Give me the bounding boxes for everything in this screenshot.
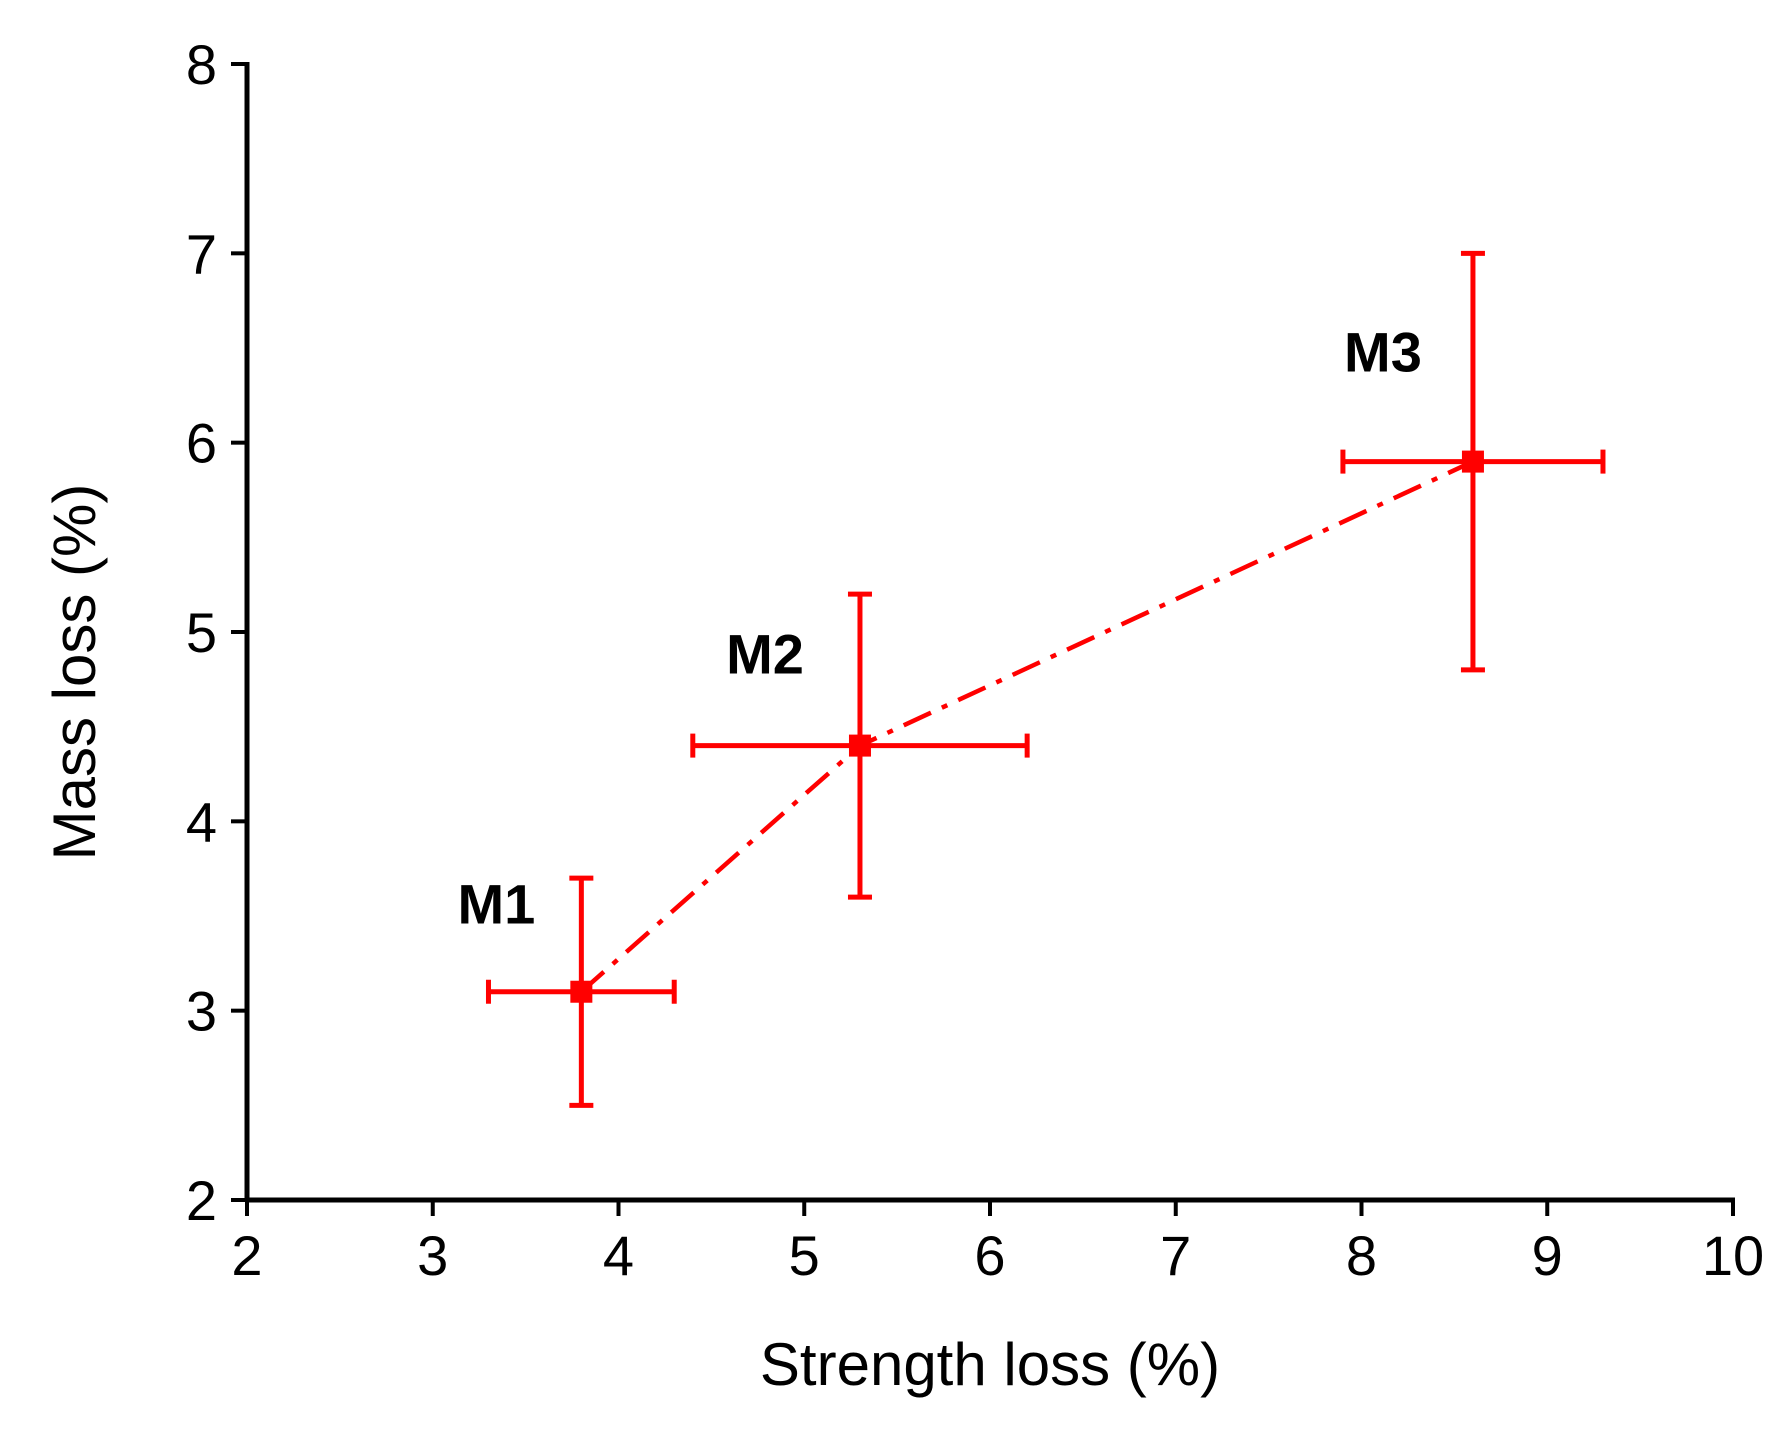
x-tick-label: 9	[1532, 1224, 1563, 1287]
y-tick-label: 6	[186, 412, 217, 475]
x-tick-label: 8	[1346, 1224, 1377, 1287]
point-marker	[570, 980, 593, 1003]
y-tick-label: 4	[186, 790, 217, 853]
x-tick-label: 3	[417, 1224, 448, 1287]
data-point-m2: M2	[690, 591, 1030, 900]
point-label: M3	[1344, 321, 1422, 384]
point-marker	[1461, 450, 1484, 473]
series-line	[579, 459, 1474, 994]
y-tick-label: 7	[186, 222, 217, 285]
x-tick-label: 7	[1160, 1224, 1191, 1287]
series-layer: M1 M2 M3	[457, 250, 1606, 1108]
x-tick-label: 4	[603, 1224, 634, 1287]
x-tick-label: 6	[974, 1224, 1005, 1287]
y-axis-title: Mass loss (%)	[41, 484, 108, 861]
point-label: M1	[457, 873, 535, 936]
data-point-m1: M1	[457, 873, 677, 1108]
x-tick-label: 2	[231, 1224, 262, 1287]
data-point-m3: M3	[1340, 250, 1606, 673]
x-tick-label: 5	[789, 1224, 820, 1287]
y-tick-label: 3	[186, 980, 217, 1043]
y-tick-label: 8	[186, 33, 217, 96]
y-tick-label: 2	[186, 1169, 217, 1232]
y-tick-label: 5	[186, 601, 217, 664]
point-marker	[848, 734, 871, 757]
x-axis-title: Strength loss (%)	[760, 1331, 1220, 1398]
x-tick-label: 10	[1702, 1224, 1764, 1287]
x-ticks: 2 3 4 5 6 7 8 9 10	[231, 1200, 1764, 1287]
y-ticks: 2 3 4 5 6 7 8	[186, 33, 247, 1232]
point-label: M2	[726, 623, 804, 686]
axes	[244, 62, 1735, 1203]
